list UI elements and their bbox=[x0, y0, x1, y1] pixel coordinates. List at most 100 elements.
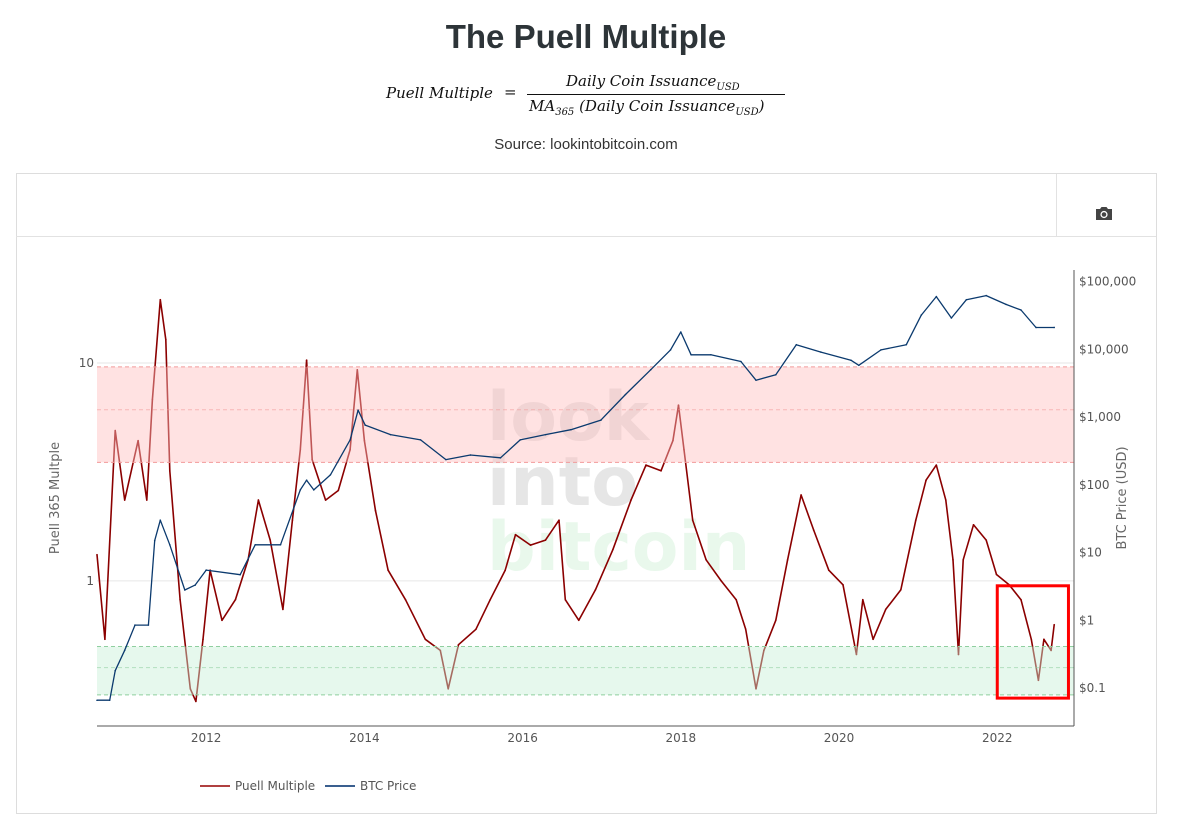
right-tick-label: $1 bbox=[1079, 613, 1094, 627]
toolbar-divider bbox=[16, 236, 1156, 237]
x-tick-label: 2018 bbox=[666, 731, 697, 745]
formula-numerator: Daily Coin IssuanceUSD bbox=[566, 72, 740, 93]
left-tick-label: 10 bbox=[79, 356, 94, 370]
highlight-box bbox=[995, 584, 1070, 700]
puell-point bbox=[755, 687, 757, 690]
puell-point bbox=[720, 580, 722, 582]
watermark: look into bitcoin bbox=[487, 378, 750, 587]
puell-point bbox=[529, 544, 532, 546]
puell-point bbox=[282, 608, 284, 611]
legend-btc[interactable]: BTC Price bbox=[360, 779, 416, 793]
btc-point bbox=[499, 457, 502, 459]
puell-point bbox=[337, 489, 340, 492]
btc-point bbox=[858, 364, 860, 367]
puell-point bbox=[672, 439, 674, 442]
btc-point bbox=[159, 519, 162, 521]
puell-point bbox=[299, 448, 302, 451]
puell-point bbox=[800, 494, 802, 496]
den-ma-sub: 365 bbox=[555, 107, 575, 118]
btc-point bbox=[357, 409, 359, 412]
puell-point bbox=[146, 499, 148, 501]
numerator-sub: USD bbox=[716, 82, 740, 93]
puell-point bbox=[925, 479, 927, 481]
right-tick-label: $10,000 bbox=[1079, 342, 1129, 356]
puell-point bbox=[914, 519, 917, 521]
puell-point bbox=[594, 589, 597, 591]
puell-point bbox=[168, 470, 171, 472]
right-tick-label: $0.1 bbox=[1079, 681, 1106, 695]
puell-point bbox=[611, 548, 614, 551]
btc-point bbox=[123, 649, 126, 652]
btc-point bbox=[445, 458, 447, 461]
right-tick-label: $1,000 bbox=[1079, 410, 1121, 424]
puell-point bbox=[234, 598, 237, 601]
puell-point bbox=[744, 628, 747, 631]
legend: Puell Multiple BTC Price bbox=[200, 779, 416, 793]
puell-point bbox=[827, 569, 830, 572]
puell-point bbox=[558, 519, 560, 521]
btc-point bbox=[600, 419, 602, 421]
puell-point bbox=[447, 687, 450, 690]
puell-point bbox=[786, 559, 789, 561]
puell-point bbox=[424, 638, 427, 641]
puell-point bbox=[544, 539, 547, 541]
right-tick-label: $100,000 bbox=[1079, 275, 1136, 289]
watermark-bitcoin: bitcoin bbox=[487, 508, 750, 587]
puell-point bbox=[374, 509, 377, 512]
puell-point bbox=[195, 700, 197, 703]
puell-point bbox=[972, 523, 975, 526]
btc-point bbox=[649, 368, 652, 371]
btc-point bbox=[935, 295, 938, 298]
btc-point bbox=[820, 351, 822, 353]
btc-point bbox=[795, 343, 798, 346]
btc-point bbox=[389, 433, 392, 436]
puell-point bbox=[630, 499, 632, 501]
btc-point bbox=[850, 359, 852, 361]
puell-point bbox=[104, 638, 106, 641]
puell-point bbox=[774, 619, 777, 622]
formula-lhs: Puell Multiple bbox=[386, 84, 493, 102]
puell-point bbox=[577, 619, 580, 622]
puell-point bbox=[985, 539, 987, 541]
legend-puell[interactable]: Puell Multiple bbox=[235, 779, 315, 793]
puell-point bbox=[855, 653, 858, 656]
btc-point bbox=[680, 331, 682, 333]
band-red bbox=[97, 366, 1074, 463]
x-tick-label: 2016 bbox=[507, 731, 538, 745]
btc-point bbox=[519, 439, 522, 441]
toolbar-separator bbox=[1056, 174, 1057, 236]
camera-icon[interactable] bbox=[1094, 204, 1114, 227]
puell-point bbox=[763, 649, 765, 652]
puell-point bbox=[114, 429, 116, 432]
puell-point bbox=[995, 573, 998, 576]
btc-point bbox=[1020, 309, 1022, 311]
puell-point bbox=[189, 687, 192, 690]
puell-point bbox=[504, 569, 507, 572]
puell-point bbox=[872, 638, 874, 641]
puell-point bbox=[1043, 638, 1045, 641]
btc-point bbox=[710, 353, 712, 356]
btc-point bbox=[690, 353, 692, 356]
puell-point bbox=[475, 628, 477, 631]
right-tick-label: $100 bbox=[1079, 478, 1110, 492]
puell-point bbox=[514, 533, 517, 536]
btc-point bbox=[950, 317, 953, 319]
btc-point bbox=[1053, 326, 1056, 329]
btc-point bbox=[985, 294, 987, 297]
source-text: Source: lookintobitcoin.com bbox=[494, 136, 678, 153]
page-title: The Puell Multiple bbox=[445, 18, 727, 55]
puell-point bbox=[660, 470, 662, 472]
puell-point bbox=[179, 598, 181, 601]
puell-point bbox=[387, 569, 389, 572]
puell-point bbox=[691, 519, 694, 521]
btc-point bbox=[965, 298, 968, 301]
x-tick-label: 2012 bbox=[191, 731, 222, 745]
puell-point bbox=[677, 404, 680, 407]
x-tick-label: 2014 bbox=[349, 731, 380, 745]
fraction-bar bbox=[527, 94, 785, 95]
puell-point bbox=[159, 298, 162, 301]
btc-point bbox=[570, 428, 572, 431]
puell-point bbox=[221, 619, 223, 622]
btc-point bbox=[305, 479, 308, 481]
btc-point bbox=[364, 424, 366, 426]
